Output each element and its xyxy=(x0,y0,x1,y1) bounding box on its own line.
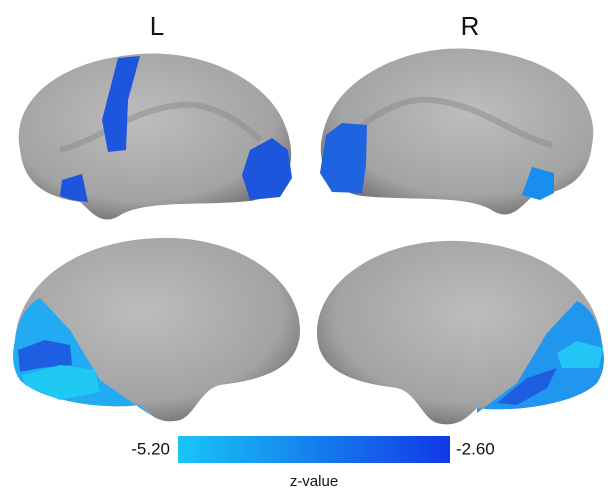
colorbar-label: z-value xyxy=(290,473,338,490)
brain-right-medial xyxy=(317,241,604,424)
hemisphere-label: L xyxy=(150,11,164,41)
hemisphere-label: R xyxy=(461,11,480,41)
colorbar-tick-label: -2.60 xyxy=(456,439,495,458)
brain-left-medial xyxy=(13,238,300,421)
figure: L R z-value -5.20 -2.60 xyxy=(0,0,608,491)
colorbar-tick-label: -5.20 xyxy=(131,439,170,458)
colorbar xyxy=(178,436,450,463)
brain-left-lateral xyxy=(19,54,292,220)
brain-right-lateral xyxy=(320,49,593,215)
